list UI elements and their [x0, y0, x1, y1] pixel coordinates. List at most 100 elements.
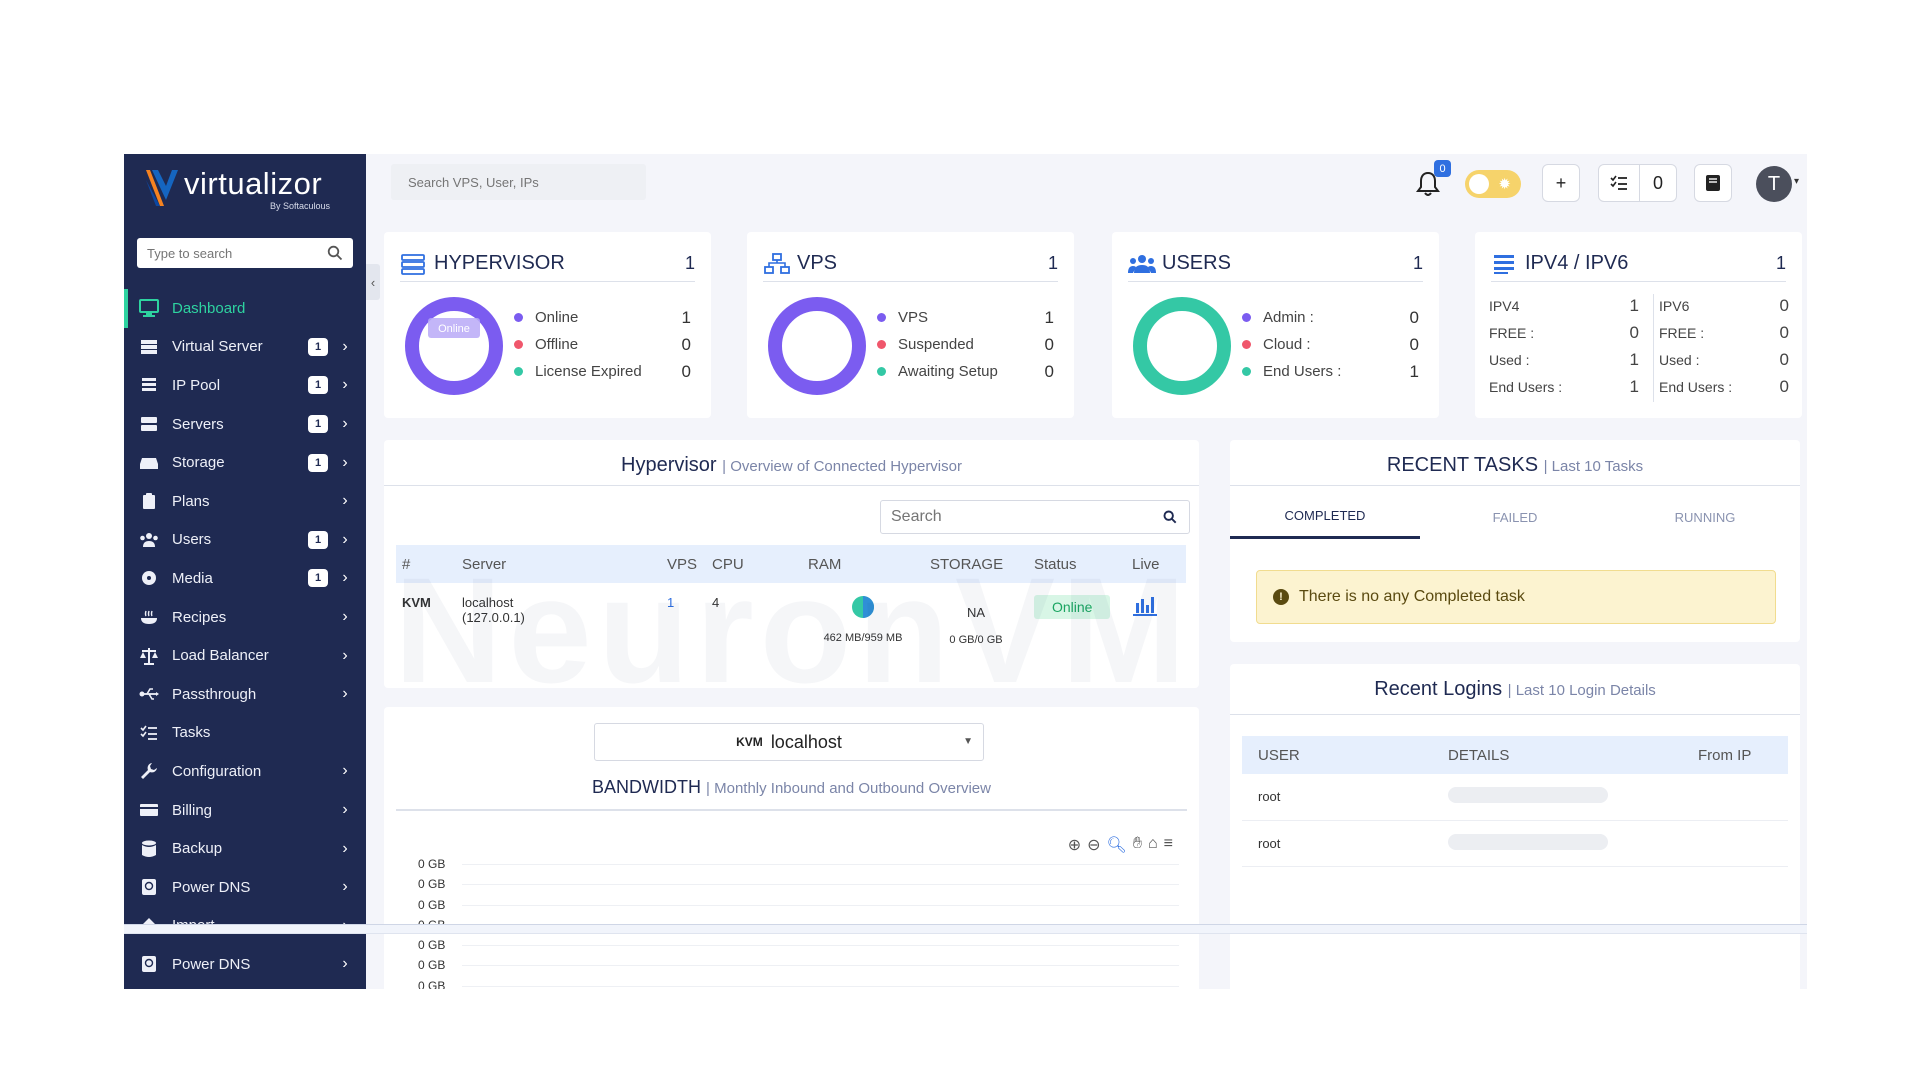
- legend-label: License Expired: [535, 363, 642, 380]
- chevron-right-icon: ›: [342, 878, 348, 896]
- hypervisor-search-input[interactable]: [881, 501, 1141, 533]
- bar-chart-icon[interactable]: [1132, 595, 1158, 617]
- sidebar-search-input[interactable]: [137, 238, 322, 268]
- tasks-button[interactable]: [1598, 164, 1640, 202]
- global-search-input[interactable]: [391, 164, 646, 200]
- sidebar-item-recipes[interactable]: Recipes ›: [124, 598, 366, 637]
- sidebar-item-power-dns[interactable]: Power DNS ›: [124, 868, 366, 907]
- row-server[interactable]: localhost: [462, 595, 514, 610]
- sidebar-item-backup[interactable]: Backup ›: [124, 829, 366, 868]
- legend-row: Suspended 0: [877, 331, 1054, 358]
- users-card-count: 1: [1412, 253, 1423, 273]
- chevron-right-icon: ›: [342, 685, 348, 703]
- ipv6-label: Used :: [1659, 351, 1700, 368]
- sidebar-item-passthrough[interactable]: Passthrough ›: [124, 675, 366, 714]
- pan-hand-icon[interactable]: ✋︎: [1132, 835, 1142, 852]
- redacted-details: [1448, 787, 1608, 804]
- sidebar-item-label: IP Pool: [172, 376, 221, 394]
- bandwidth-heading: BANDWIDTH | Monthly Inbound and Outbound…: [384, 777, 1199, 798]
- chevron-right-icon: ›: [342, 569, 348, 587]
- sidebar-item-media[interactable]: Media 1 ›: [124, 559, 366, 598]
- bell-icon[interactable]: [1415, 170, 1441, 198]
- legend-dot: [514, 340, 523, 349]
- table-row[interactable]: KVM localhost (127.0.0.1) 1 4 462 MB/959…: [396, 583, 1186, 658]
- search-icon[interactable]: [1163, 510, 1177, 524]
- col-details: DETAILS: [1432, 736, 1682, 774]
- ipv4-label: FREE :: [1489, 324, 1535, 341]
- sidebar-item-dashboard[interactable]: Dashboard: [124, 289, 366, 328]
- database-icon: [138, 839, 160, 859]
- docs-button[interactable]: [1694, 164, 1732, 202]
- legend-value: 1: [681, 307, 691, 327]
- ip-card-count: 1: [1775, 253, 1786, 273]
- y-tick-label: 0 GB: [418, 958, 446, 973]
- card-icon: [138, 800, 160, 820]
- legend-dot: [877, 367, 886, 376]
- sidebar-item-users[interactable]: Users 1 ›: [124, 521, 366, 560]
- table-row: root: [1242, 774, 1788, 821]
- search-icon[interactable]: [327, 245, 343, 261]
- row-vps[interactable]: 1: [667, 595, 675, 610]
- row-cpu: 4: [712, 595, 720, 610]
- ipv6-label: FREE :: [1659, 324, 1705, 341]
- sidebar-item-virtual-server[interactable]: Virtual Server 1 ›: [124, 328, 366, 367]
- tab-completed[interactable]: COMPLETED: [1230, 495, 1420, 539]
- user-avatar[interactable]: T: [1756, 166, 1792, 202]
- legend-dot: [1242, 313, 1251, 322]
- sidebar-item-tasks[interactable]: Tasks: [124, 714, 366, 753]
- home-reset-icon[interactable]: ⌂: [1147, 835, 1158, 852]
- ipv6-row: IPV6 0: [1659, 292, 1789, 319]
- legend-row: VPS 1: [877, 304, 1054, 331]
- virtualizor-logo[interactable]: virtualizor By Softaculous: [146, 164, 346, 211]
- sidebar-item-label: Power DNS: [172, 878, 251, 896]
- row-status-cell: Online: [1028, 583, 1126, 658]
- ipv4-value: 1: [1629, 349, 1639, 369]
- recent-tasks-panel: RECENT TASKS | Last 10 Tasks COMPLETED F…: [1230, 440, 1800, 642]
- hypervisor-legend: Online 1 Offline 0 License Expired 0: [514, 304, 691, 385]
- panel-divider: [396, 809, 1187, 811]
- tab-running[interactable]: RUNNING: [1674, 509, 1736, 525]
- sidebar-item-plans[interactable]: Plans ›: [124, 482, 366, 521]
- book-icon: [1706, 175, 1720, 191]
- sidebar-item-load-balancer[interactable]: Load Balancer ›: [124, 636, 366, 675]
- sun-icon: ✹: [1498, 176, 1511, 193]
- plus-icon: +: [1555, 172, 1567, 193]
- tab-failed[interactable]: FAILED: [1492, 509, 1538, 525]
- sidebar-item-power-dns[interactable]: Power DNS ›: [124, 945, 366, 984]
- chevron-right-icon: ›: [342, 762, 348, 780]
- y-tick-label: 0 GB: [418, 897, 446, 912]
- legend-value: 0: [681, 361, 691, 381]
- legend-label: End Users :: [1263, 363, 1342, 380]
- ram-pie-chart: [852, 596, 874, 618]
- sidebar-item-servers[interactable]: Servers 1 ›: [124, 405, 366, 444]
- sidebar-item-storage[interactable]: Storage 1 ›: [124, 443, 366, 482]
- hypervisor-overview-panel: Hypervisor | Overview of Connected Hyper…: [384, 440, 1199, 688]
- hypervisor-panel-heading: Hypervisor | Overview of Connected Hyper…: [384, 454, 1199, 477]
- hypervisor-donut-chart: Online: [405, 297, 503, 395]
- status-badge: Online: [1034, 595, 1111, 619]
- caret-down-icon[interactable]: ▾: [1794, 176, 1800, 187]
- col-cpu: CPU: [706, 545, 802, 583]
- zoom-in-icon[interactable]: ⊕: [1067, 837, 1082, 854]
- select-type: KVM: [736, 735, 763, 749]
- task-count[interactable]: 0: [1639, 164, 1677, 202]
- zoom-select-icon[interactable]: 🔍︎: [1106, 837, 1127, 854]
- sidebar-item-configuration[interactable]: Configuration ›: [124, 752, 366, 791]
- zoom-out-icon[interactable]: ⊖: [1087, 837, 1101, 854]
- theme-toggle[interactable]: ✹: [1465, 170, 1521, 198]
- sidebar-item-label: Passthrough: [172, 685, 257, 703]
- legend-row: End Users : 1: [1242, 358, 1419, 385]
- dns-icon: [138, 877, 160, 897]
- sidebar-item-ip-pool[interactable]: IP Pool 1 ›: [124, 366, 366, 405]
- balance-icon: [138, 646, 160, 666]
- add-button[interactable]: +: [1542, 164, 1580, 202]
- hypervisor-select[interactable]: KVM localhost ▼: [594, 723, 984, 761]
- ipv4-value: 0: [1629, 322, 1639, 342]
- sidebar-item-billing[interactable]: Billing ›: [124, 791, 366, 830]
- row-storage: NA: [966, 605, 986, 620]
- sidebar-collapse-button[interactable]: ‹: [366, 264, 380, 300]
- virtualizor-app: virtualizor By Softaculous Dashboard Virt…: [124, 154, 1807, 989]
- server-icon: [138, 337, 160, 357]
- legend-row: Offline 0: [514, 331, 691, 358]
- menu-icon[interactable]: ≡: [1163, 835, 1173, 852]
